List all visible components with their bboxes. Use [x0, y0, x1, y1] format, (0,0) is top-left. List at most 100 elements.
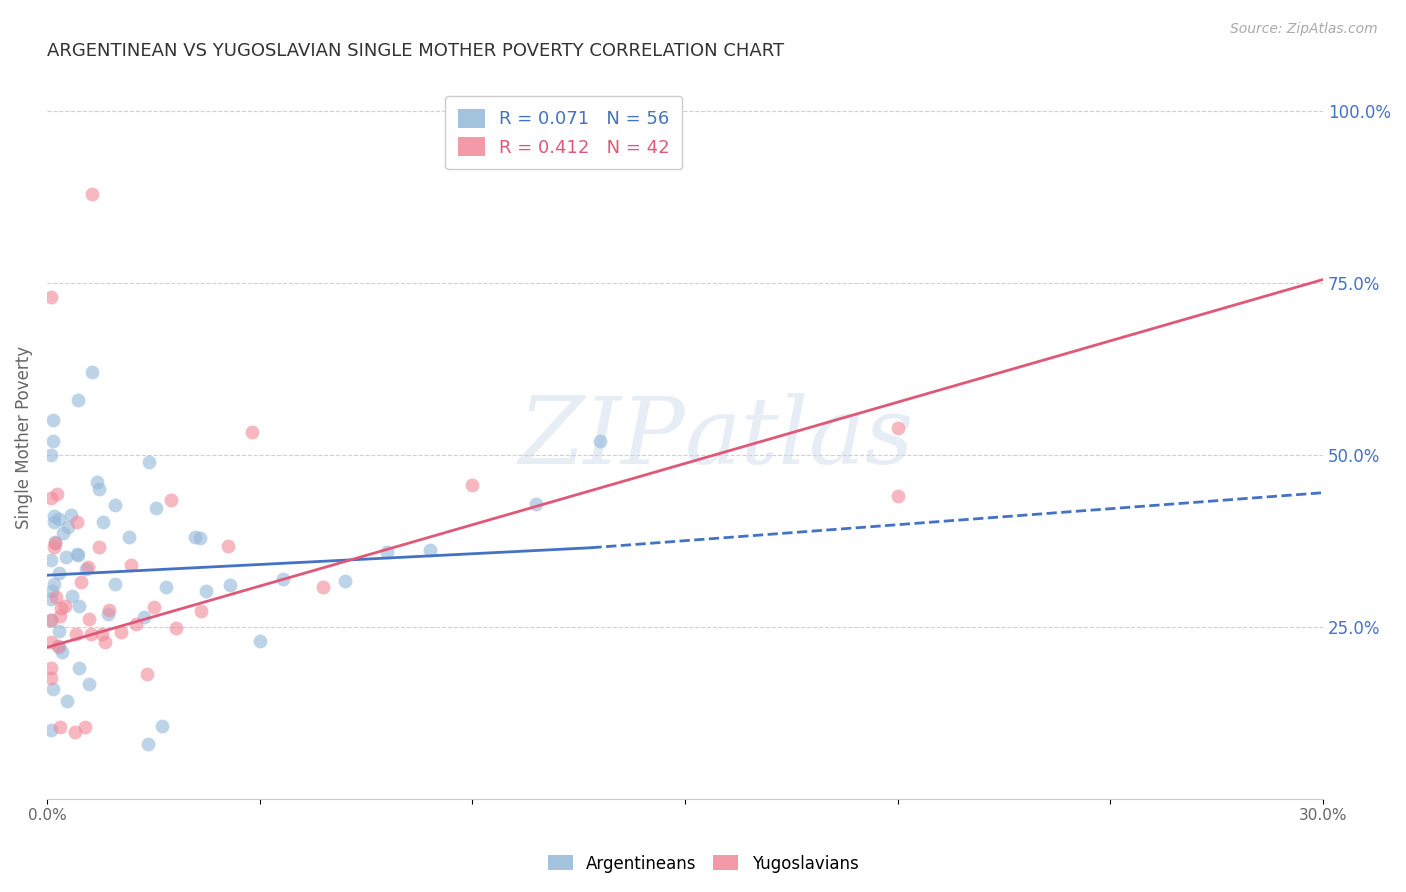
Point: [524, 497, 547, 511]
Point: [134, 609, 156, 624]
Text: ARGENTINEAN VS YUGOSLAVIAN SINGLE MOTHER POVERTY CORRELATION CHART: ARGENTINEAN VS YUGOSLAVIAN SINGLE MOTHER…: [46, 42, 785, 60]
Point: [886, 421, 908, 435]
Point: [73, 720, 96, 734]
Point: [60, 589, 83, 603]
Point: [60, 508, 83, 522]
Point: [138, 455, 160, 469]
Point: [44, 577, 66, 591]
Point: [39, 613, 62, 627]
Point: [219, 578, 242, 592]
Point: [249, 633, 271, 648]
Point: [312, 580, 335, 594]
Point: [41, 434, 63, 449]
Point: [66, 515, 89, 529]
Text: ZIP: ZIP: [519, 392, 685, 483]
Legend: R = 0.071   N = 56, R = 0.412   N = 42: R = 0.071 N = 56, R = 0.412 N = 42: [446, 96, 682, 169]
Point: [49, 601, 72, 615]
Point: [89, 482, 111, 496]
Point: [419, 543, 441, 558]
Point: [160, 492, 183, 507]
Point: [75, 562, 97, 576]
Point: [42, 681, 65, 696]
Text: Source: ZipAtlas.com: Source: ZipAtlas.com: [1230, 22, 1378, 37]
Point: [104, 577, 127, 591]
Point: [80, 626, 103, 640]
Point: [240, 425, 263, 439]
Point: [66, 547, 89, 561]
Point: [39, 613, 62, 627]
Point: [589, 434, 612, 449]
Point: [39, 634, 62, 648]
Y-axis label: Single Mother Poverty: Single Mother Poverty: [15, 346, 32, 529]
Point: [45, 590, 67, 604]
Point: [41, 584, 63, 599]
Point: [41, 413, 63, 427]
Point: [120, 558, 142, 572]
Point: [55, 550, 77, 565]
Point: [145, 501, 167, 516]
Point: [39, 591, 62, 606]
Point: [46, 639, 69, 653]
Point: [48, 566, 70, 581]
Point: [184, 530, 207, 544]
Point: [55, 694, 77, 708]
Point: [39, 723, 62, 737]
Point: [91, 627, 114, 641]
Point: [53, 599, 76, 613]
Point: [80, 186, 103, 201]
Point: [86, 475, 108, 489]
Point: [65, 626, 87, 640]
Point: [77, 677, 100, 691]
Point: [48, 640, 70, 655]
Point: [124, 617, 146, 632]
Point: [39, 290, 62, 304]
Point: [39, 491, 62, 506]
Point: [48, 624, 70, 638]
Point: [66, 392, 89, 407]
Point: [136, 667, 159, 681]
Point: [48, 720, 70, 734]
Point: [118, 530, 141, 544]
Point: [67, 599, 90, 613]
Point: [42, 508, 65, 523]
Point: [52, 525, 75, 540]
Point: [39, 661, 62, 675]
Point: [375, 545, 398, 559]
Point: [104, 499, 127, 513]
Point: [42, 515, 65, 529]
Point: [44, 540, 66, 554]
Point: [188, 531, 211, 545]
Point: [56, 520, 79, 534]
Point: [271, 572, 294, 586]
Point: [39, 553, 62, 567]
Legend: Argentineans, Yugoslavians: Argentineans, Yugoslavians: [541, 848, 865, 880]
Point: [155, 580, 177, 594]
Point: [79, 612, 101, 626]
Point: [67, 661, 90, 675]
Point: [39, 448, 62, 462]
Point: [150, 719, 173, 733]
Text: atlas: atlas: [685, 392, 914, 483]
Point: [97, 603, 120, 617]
Point: [44, 534, 66, 549]
Point: [46, 487, 69, 501]
Point: [165, 621, 187, 635]
Point: [110, 624, 132, 639]
Point: [67, 548, 90, 562]
Point: [63, 724, 86, 739]
Point: [136, 737, 159, 751]
Point: [190, 604, 212, 618]
Point: [51, 645, 73, 659]
Point: [97, 607, 120, 621]
Point: [44, 535, 66, 549]
Point: [333, 574, 356, 589]
Point: [80, 365, 103, 379]
Point: [49, 609, 72, 624]
Point: [69, 575, 91, 590]
Point: [217, 539, 239, 553]
Point: [91, 515, 114, 529]
Point: [87, 540, 110, 554]
Point: [39, 671, 62, 685]
Point: [76, 559, 98, 574]
Point: [886, 489, 908, 503]
